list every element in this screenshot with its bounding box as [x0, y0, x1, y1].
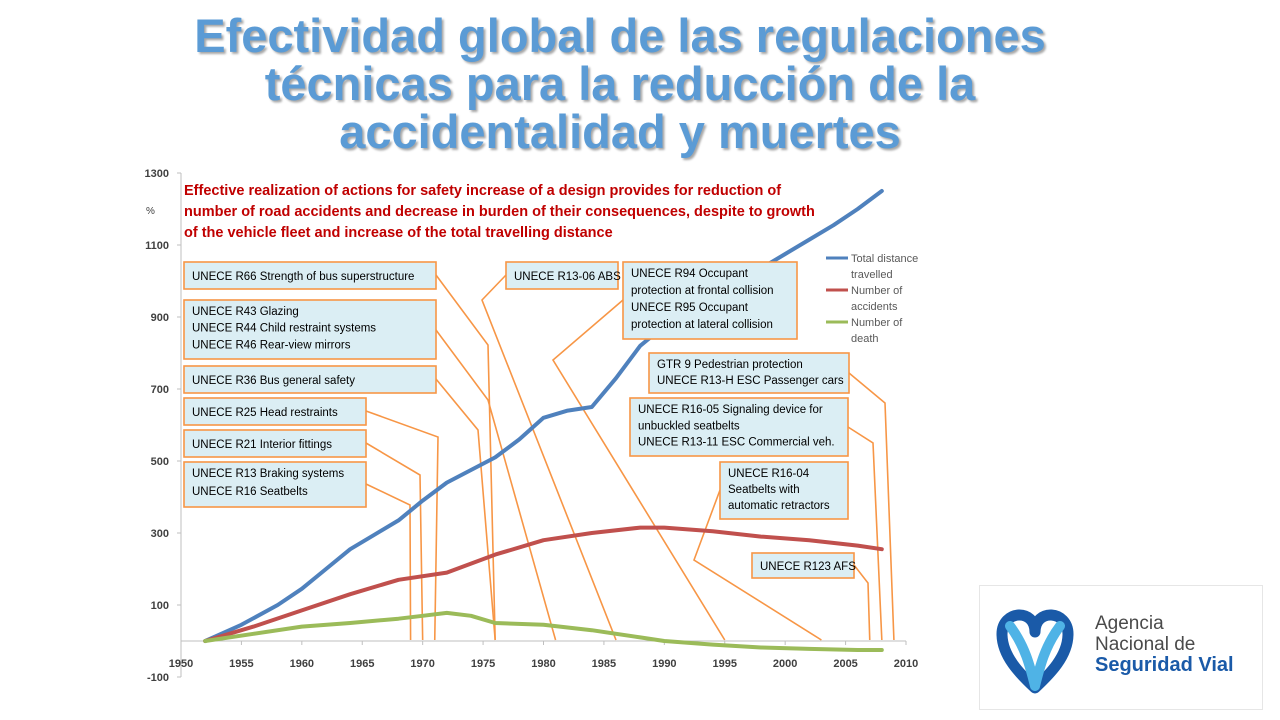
legend-label: accidents — [851, 301, 898, 313]
y-tick-label: 1300 — [145, 168, 169, 180]
annotation-box — [183, 261, 437, 290]
annotation-text: UNECE R16-04 — [728, 468, 810, 480]
annotation-text: UNECE R21 Interior fittings — [192, 439, 332, 451]
title-line-3: accidentalidad y muertes — [339, 105, 901, 158]
annotation-text: GTR 9 Pedestrian protection — [657, 359, 803, 371]
y-tick-label: 100 — [151, 600, 169, 612]
series-line-number-of-death — [203, 610, 884, 652]
annotation-box — [183, 461, 367, 508]
title-line-1: Efectividad global de las regulaciones — [194, 9, 1046, 62]
series-line-number-of-accidents — [203, 525, 884, 643]
chart-subtitle-line: Effective realization of actions for saf… — [184, 183, 781, 199]
legend-label: travelled — [851, 269, 893, 281]
x-tick-label: 1975 — [471, 658, 495, 670]
annotation-box — [622, 261, 798, 340]
x-tick-label: 1960 — [290, 658, 314, 670]
chart-subtitle-line: number of road accidents and decrease in… — [184, 204, 815, 220]
annotation-text: UNECE R43 Glazing — [192, 306, 299, 318]
legend-label: death — [851, 333, 879, 345]
annotation-box — [183, 365, 437, 394]
annotation-leader-line — [847, 426, 883, 641]
annotation-text: UNECE R123 AFS — [760, 561, 856, 573]
annotation-text: unbuckled seatbelts — [638, 420, 740, 432]
x-tick-label: 1970 — [410, 658, 434, 670]
annotation-leader-line — [848, 372, 895, 641]
annotation-text: UNECE R94 Occupant — [631, 268, 749, 280]
y-tick-label: 300 — [151, 528, 169, 540]
chart-subtitle-line: of the vehicle fleet and increase of the… — [184, 225, 613, 241]
annotation-box — [183, 299, 437, 360]
annotation-box — [183, 397, 367, 426]
legend-label: Total distance — [851, 253, 918, 265]
title-line-2: técnicas para la reducción de la — [264, 57, 976, 110]
x-tick-label: 2000 — [773, 658, 797, 670]
logo-mark-icon — [996, 609, 1074, 694]
x-tick-label: 1955 — [229, 658, 253, 670]
annotation-leader-line — [435, 274, 496, 641]
x-tick-label: 1965 — [350, 658, 374, 670]
y-tick-label: 1100 — [145, 240, 169, 252]
logo-line-3: Seguridad Vial — [1095, 654, 1234, 676]
annotation-leader-line — [435, 329, 557, 641]
x-tick-label: 1950 — [169, 658, 193, 670]
slide-title: Efectividad global de las regulaciones t… — [0, 0, 1240, 156]
annotation-text: UNECE R13-H ESC Passenger cars — [657, 375, 844, 387]
annotation-text: UNECE R16-05 Signaling device for — [638, 404, 823, 416]
annotation-text: UNECE R16 Seatbelts — [192, 486, 308, 498]
logo-line-1: Agencia — [1095, 613, 1164, 634]
annotation-text: protection at lateral collision — [631, 319, 773, 331]
annotation-box — [505, 261, 619, 290]
annotation-leader-line — [435, 378, 496, 641]
annotation-text: UNECE R25 Head restraints — [192, 407, 338, 419]
annotation-text: automatic retractors — [728, 500, 830, 512]
y-axis-unit-label: % — [146, 206, 155, 217]
annotation-text: UNECE R66 Strength of bus superstructure — [192, 271, 414, 283]
annotation-leader-line — [481, 274, 617, 641]
annotation-text: UNECE R95 Occupant — [631, 302, 749, 314]
annotation-text: protection at frontal collision — [631, 285, 774, 297]
annotation-text: UNECE R13 Braking systems — [192, 468, 344, 480]
x-tick-label: 1995 — [713, 658, 737, 670]
slide-title-container: Efectividad global de las regulaciones t… — [0, 0, 1240, 168]
annotation-box — [629, 397, 849, 457]
y-tick-label: 700 — [151, 384, 169, 396]
annotation-leader-line — [853, 564, 871, 641]
annotation-leader-line — [551, 299, 726, 641]
y-tick-label: -100 — [147, 672, 169, 684]
annotation-text: UNECE R44 Child restraint systems — [192, 323, 376, 335]
annotation-text: UNECE R46 Rear-view mirrors — [192, 339, 351, 351]
x-tick-label: 2005 — [833, 658, 857, 670]
annotation-leader-line — [365, 410, 439, 641]
annotation-box — [183, 429, 367, 458]
y-tick-label: 900 — [151, 312, 169, 324]
y-tick-label: 500 — [151, 456, 169, 468]
annotation-text: UNECE R13-11 ESC Commercial veh. — [638, 437, 835, 449]
annotation-leader-line — [365, 442, 424, 641]
logo-text: Agencia Nacional de Seguridad Vial — [1095, 613, 1234, 676]
annotation-box — [648, 352, 850, 394]
legend-label: Number of — [851, 285, 903, 297]
annotation-leader-line — [693, 489, 822, 641]
logo-line-2: Nacional de — [1095, 634, 1196, 655]
x-tick-label: 1985 — [592, 658, 616, 670]
x-tick-label: 1980 — [531, 658, 555, 670]
annotation-text: UNECE R13-06 ABS — [514, 271, 621, 283]
annotation-text: Seatbelts with — [728, 484, 800, 496]
annotation-text: UNECE R36 Bus general safety — [192, 375, 355, 387]
legend-label: Number of — [851, 317, 903, 329]
agency-logo: Agencia Nacional de Seguridad Vial — [979, 585, 1263, 710]
annotation-leader-line — [365, 483, 412, 641]
x-tick-label: 2010 — [894, 658, 918, 670]
annotation-box — [719, 461, 849, 520]
annotation-box — [751, 552, 855, 579]
x-tick-label: 1990 — [652, 658, 676, 670]
